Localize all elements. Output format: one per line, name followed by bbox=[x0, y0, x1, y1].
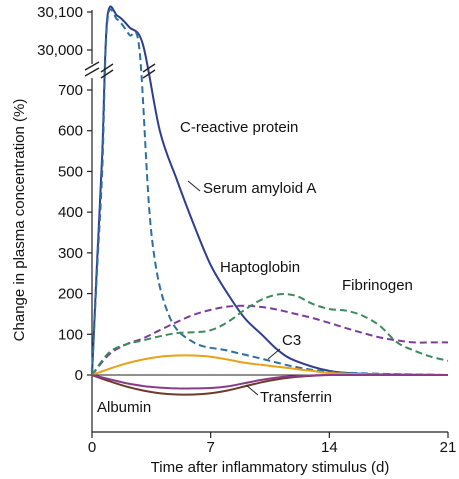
y-tick-label: 600 bbox=[58, 123, 83, 140]
saa-leader-line bbox=[187, 180, 201, 192]
annotation-haptoglobin: Haptoglobin bbox=[220, 259, 300, 276]
y-ticks: 0 100 200 300 400 500 600 700 30,000 30,100 bbox=[37, 4, 92, 384]
annotation-saa: Serum amyloid A bbox=[203, 180, 316, 197]
y-tick-label: 700 bbox=[58, 82, 83, 99]
annotation-fibrinogen: Fibrinogen bbox=[342, 277, 413, 294]
c3-leader-line bbox=[267, 348, 281, 360]
x-tick-label: 0 bbox=[88, 439, 96, 456]
annotations: C-reactive protein Serum amyloid A Hapto… bbox=[97, 119, 413, 416]
series-line-transferrin bbox=[91, 373, 448, 390]
saa-break-mark bbox=[142, 63, 156, 79]
y-tick-label: 500 bbox=[58, 163, 83, 180]
x-tick-label: 14 bbox=[321, 439, 338, 456]
y-tick-label: 100 bbox=[58, 326, 83, 343]
transferrin-leader-line bbox=[245, 384, 259, 396]
series-line-c3 bbox=[91, 354, 449, 377]
x-tick-label: 7 bbox=[206, 439, 214, 456]
y-upper-tick-label: 30,000 bbox=[37, 42, 83, 59]
annotation-crp: C-reactive protein bbox=[180, 119, 298, 136]
y-tick-label: 0 bbox=[75, 367, 83, 384]
series-layer bbox=[91, 5, 449, 396]
annotation-albumin: Albumin bbox=[97, 399, 151, 416]
y-upper-tick-label: 30,100 bbox=[37, 4, 83, 21]
annotation-c3: C3 bbox=[282, 332, 301, 349]
axes bbox=[84, 10, 448, 433]
y-tick-label: 200 bbox=[58, 286, 83, 303]
y-axis-title: Change in plasma concentration (%) bbox=[11, 99, 28, 342]
y-tick-label: 300 bbox=[58, 245, 83, 262]
series-line-fibrinogen bbox=[91, 293, 449, 376]
x-axis-title: Time after inflammatory stimulus (d) bbox=[151, 459, 390, 476]
curve-break-marks bbox=[100, 63, 156, 79]
x-tick-label: 21 bbox=[440, 439, 457, 456]
y-tick-label: 400 bbox=[58, 204, 83, 221]
annotation-transferrin: Transferrin bbox=[260, 389, 332, 406]
series-line-haptoglobin bbox=[91, 304, 448, 376]
y-axis-break-mark bbox=[84, 61, 100, 77]
crp-break-mark bbox=[100, 63, 114, 79]
x-ticks: 0 7 14 21 bbox=[88, 432, 457, 456]
